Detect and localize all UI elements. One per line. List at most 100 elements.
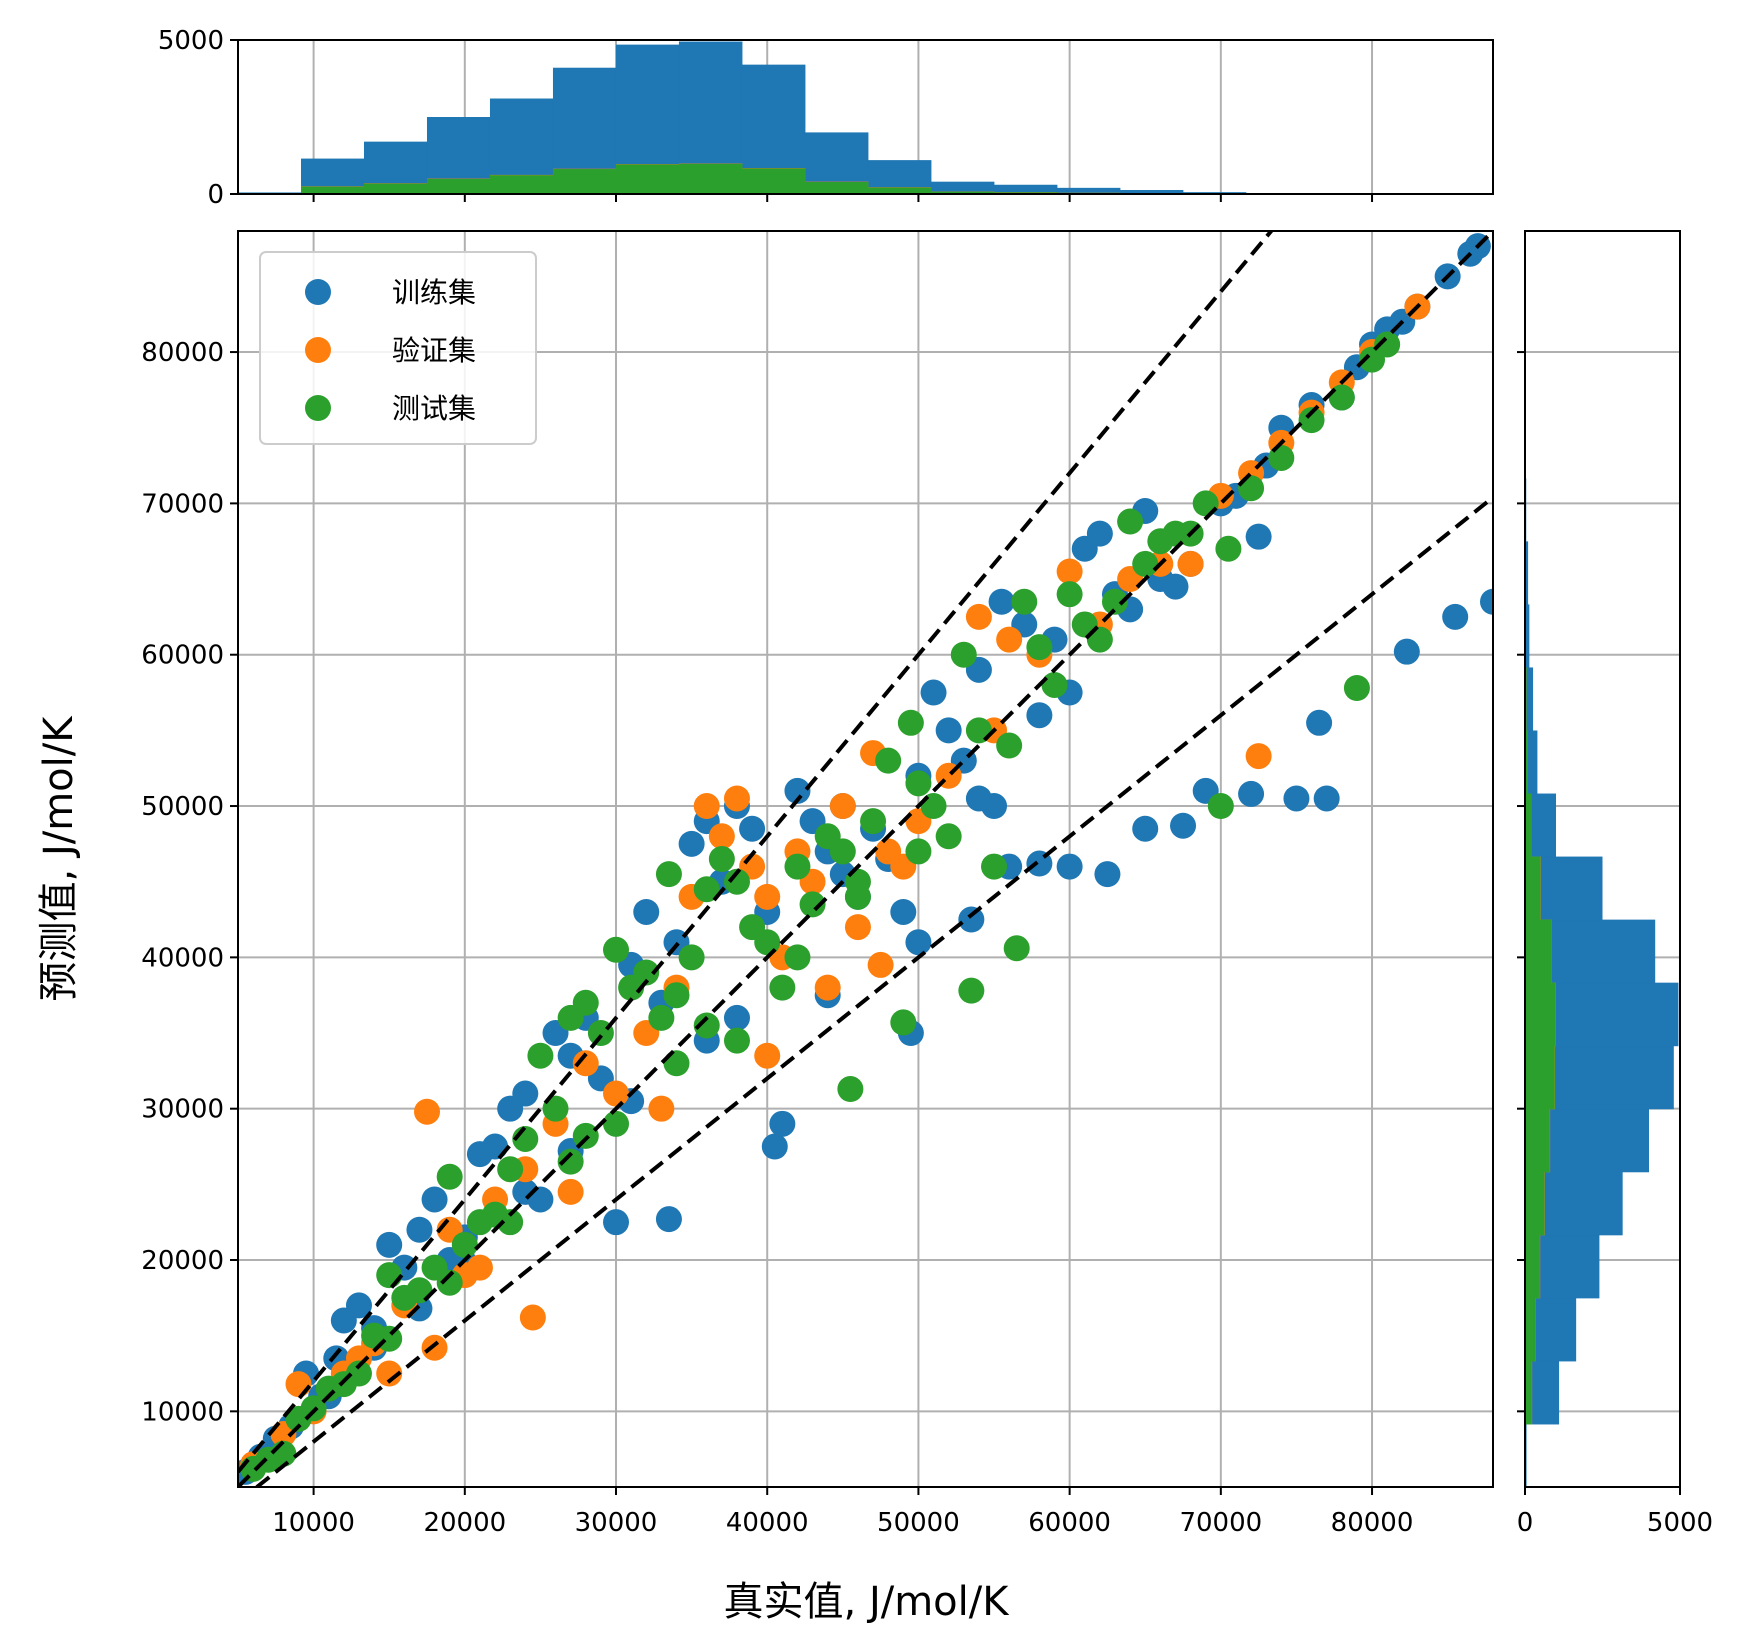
scatter-point-test	[648, 1004, 675, 1031]
scatter-point-train	[678, 830, 705, 857]
scatter-point-test	[1026, 634, 1053, 661]
scatter-point-train	[958, 906, 985, 933]
reference-line	[238, 231, 1274, 1474]
top-hist-bar-test	[552, 169, 617, 194]
x-tick-label: 50000	[877, 1508, 960, 1538]
top-hist-bar-test	[300, 186, 365, 194]
scatter-point-test	[860, 808, 887, 835]
y-tick-label: 80000	[141, 338, 224, 368]
scatter-point-train	[406, 1216, 433, 1243]
right-hist-bar-test	[1525, 919, 1552, 984]
scatter-point-train	[920, 679, 947, 706]
right-x-tick-label: 0	[1517, 1508, 1534, 1538]
top-hist-bar-test	[426, 178, 491, 194]
top-hist-bar-test	[363, 183, 428, 194]
scatter-point-test	[958, 977, 985, 1004]
x-axis-label: 真实值, J/mol/K	[724, 1579, 1011, 1625]
scatter-point-test	[693, 1012, 720, 1039]
scatter-point-test	[1117, 508, 1144, 535]
top-hist-bar-test	[741, 168, 806, 194]
scatter-point-test	[1056, 581, 1083, 608]
main-scatter: 10000 20000 30000 40000 50000 60000 70000 80000…	[141, 230, 1494, 1538]
scatter-point-val	[867, 951, 894, 978]
scatter-point-test	[1374, 331, 1401, 358]
series-test	[240, 331, 1401, 1482]
right-hist-bar-test	[1525, 856, 1541, 921]
top-histogram-ticks: 0 5000	[158, 26, 1374, 210]
scatter-point-test	[799, 891, 826, 918]
legend-label-test: 测试集	[392, 392, 476, 425]
scatter-point-train	[890, 898, 917, 925]
scatter-point-test	[996, 732, 1023, 759]
right-hist-bar-test	[1525, 1108, 1550, 1173]
scatter-point-val	[723, 785, 750, 812]
x-tick-label: 10000	[272, 1508, 355, 1538]
top-hist-bar-test	[678, 163, 743, 194]
scatter-point-val	[1177, 550, 1204, 577]
scatter-point-val	[648, 1095, 675, 1122]
scatter-point-test	[784, 944, 811, 971]
scatter-point-test	[769, 974, 796, 1001]
right-histogram: 0 5000	[1517, 230, 1713, 1538]
right-hist-bar-test	[1525, 793, 1532, 858]
x-tick-label: 80000	[1331, 1508, 1414, 1538]
scatter-point-train	[1170, 812, 1197, 839]
right-hist-bar-train	[1525, 541, 1529, 605]
legend: 训练集 验证集 测试集	[259, 251, 537, 445]
top-hist-test	[238, 163, 1493, 194]
top-histogram-bars	[238, 41, 1493, 194]
scatter-point-train	[1026, 702, 1053, 729]
scatter-point-train	[1245, 523, 1272, 550]
scatter-point-test	[905, 770, 932, 797]
scatter-point-test	[436, 1163, 463, 1190]
scatter-point-test	[1132, 550, 1159, 577]
x-tick-label: 70000	[1179, 1508, 1262, 1538]
legend-entry-train: 训练集	[305, 276, 476, 309]
y-tick-label: 60000	[141, 641, 224, 671]
scatter-point-train	[723, 1004, 750, 1031]
scatter-point-test	[270, 1440, 297, 1467]
scatter-point-test	[1101, 588, 1128, 615]
y-tick-label: 70000	[141, 489, 224, 519]
scatter-point-train	[1132, 815, 1159, 842]
scatter-point-test	[663, 982, 690, 1009]
legend-entry-val: 验证集	[305, 334, 476, 367]
scatter-point-train	[1393, 638, 1420, 665]
scatter-point-test	[1086, 626, 1113, 653]
scatter-point-test	[1192, 490, 1219, 517]
scatter-point-train	[603, 1209, 630, 1236]
y-axis-label: 预测值, J/mol/K	[36, 715, 82, 1002]
top-hist-bar-test	[930, 191, 995, 194]
scatter-point-train	[761, 1133, 788, 1160]
right-hist-bar-test	[1525, 1297, 1536, 1362]
scatter-point-test	[655, 861, 682, 888]
scatter-point-val	[376, 1360, 403, 1387]
legend-marker-train	[305, 279, 331, 305]
scatter-point-train	[633, 898, 660, 925]
right-hist-bar-train	[1525, 604, 1530, 668]
scatter-point-train	[1313, 785, 1340, 812]
scatter-point-test	[1328, 384, 1355, 411]
scatter-point-train	[1162, 573, 1189, 600]
right-hist-bar-test	[1525, 1234, 1540, 1299]
scatter-point-train	[1086, 520, 1113, 547]
scatter-point-val	[285, 1371, 312, 1398]
reference-line	[238, 231, 1493, 1487]
scatter-point-test	[935, 823, 962, 850]
scatter-point-train	[1480, 588, 1493, 615]
top-hist-bar-train	[1056, 187, 1121, 194]
top-histogram-frame	[237, 39, 1494, 195]
top-hist-bar-train	[1119, 189, 1184, 194]
x-tick-label: 30000	[575, 1508, 658, 1538]
right-x-tick-label: 5000	[1647, 1508, 1713, 1538]
scatter-point-train	[482, 1133, 509, 1160]
reference-line	[253, 495, 1493, 1487]
scatter-point-test	[557, 1148, 584, 1175]
top-hist-bar-test	[804, 181, 869, 194]
scatter-point-val	[421, 1334, 448, 1361]
right-hist-bar-train	[1525, 667, 1534, 731]
scatter-point-train	[1306, 709, 1333, 736]
scatter-point-train	[905, 929, 932, 956]
scatter-point-val	[965, 603, 992, 630]
